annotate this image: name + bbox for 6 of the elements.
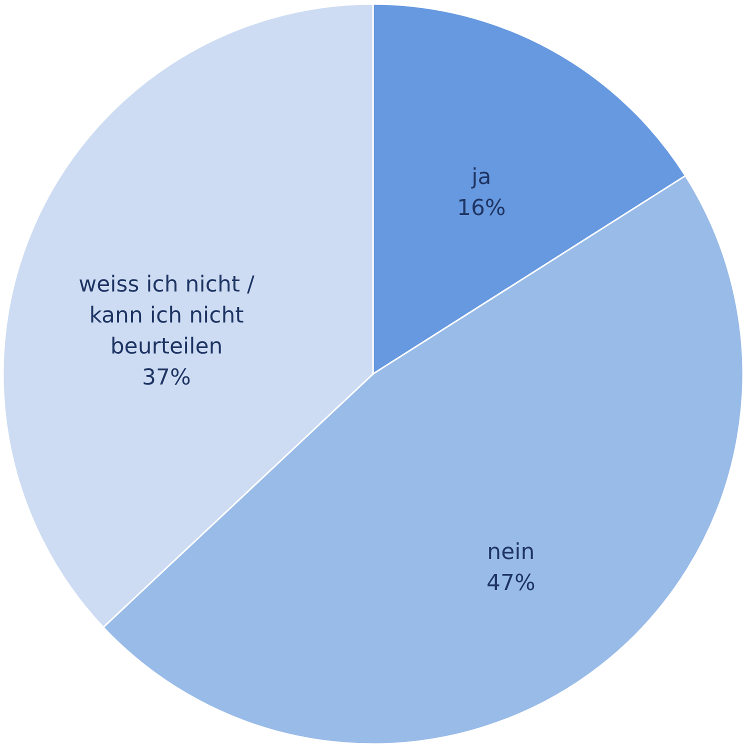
slice-label: weiss ich nicht / kann ich nicht beurteilen xyxy=(78,272,256,360)
data-label: 16% xyxy=(456,196,506,221)
slice-label: nein xyxy=(487,540,535,565)
data-label: 47% xyxy=(486,570,536,596)
data-label: 37% xyxy=(142,366,191,391)
slice-label: ja xyxy=(470,164,492,190)
